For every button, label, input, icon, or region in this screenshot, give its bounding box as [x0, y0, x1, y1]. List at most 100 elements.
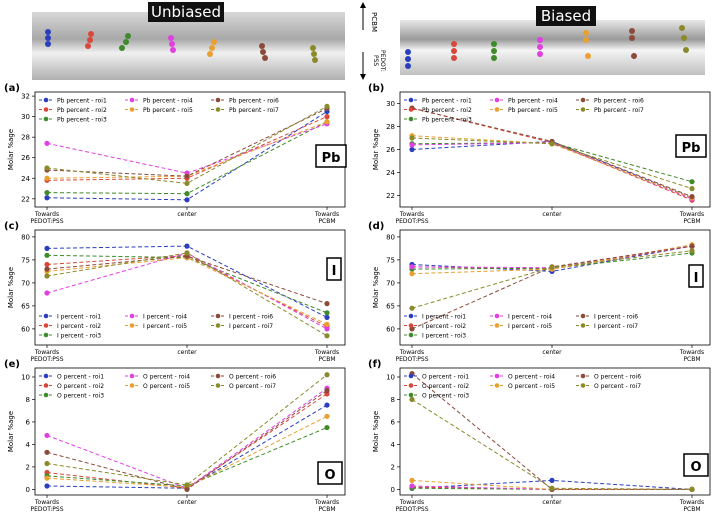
- legend-label: I percent - roi4: [143, 313, 187, 320]
- legend-label: Pb percent - roi6: [229, 97, 279, 104]
- title-box: [148, 2, 224, 22]
- panel-label: (d): [368, 221, 384, 232]
- x-tick-label: Towards PCBM: [679, 499, 705, 513]
- y-tick-label: 0: [391, 486, 395, 494]
- legend-label: Pb percent - roi2: [57, 107, 107, 114]
- data-point: [324, 103, 330, 109]
- legend-marker: [580, 97, 586, 103]
- y-tick-label: 2: [391, 463, 395, 471]
- element-box: [315, 144, 347, 168]
- data-point: [689, 243, 695, 249]
- legend-label: Pb percent - roi5: [143, 107, 193, 114]
- plot-frame: [34, 229, 346, 346]
- element-box: [317, 461, 343, 485]
- data-point: [409, 396, 415, 403]
- legend-label: O percent - roi6: [594, 373, 641, 380]
- legend-marker: [215, 107, 221, 112]
- x-tick-label: center: [177, 349, 197, 356]
- y-tick-label: 24: [386, 169, 395, 177]
- y-tick-label: 60: [21, 325, 30, 333]
- y-tick-label: 75: [21, 256, 30, 264]
- legend-marker: [580, 383, 586, 388]
- element-label: O: [690, 460, 701, 475]
- data-point: [549, 477, 555, 483]
- series-line: [46, 252, 328, 337]
- series-line: [46, 390, 328, 490]
- y-axis-label: Molar %age: [7, 267, 15, 308]
- data-point: [324, 321, 330, 327]
- legend-marker: [408, 332, 414, 338]
- legend-marker: [129, 97, 135, 103]
- legend-marker: [215, 323, 221, 328]
- legend-label: O percent - roi2: [57, 383, 104, 390]
- legend-marker: [408, 97, 414, 103]
- y-tick-label: 0: [26, 486, 30, 494]
- series-line: [411, 373, 692, 490]
- legend-marker: [408, 107, 414, 112]
- data-point: [44, 266, 50, 272]
- legend-label: I percent - roi1: [57, 313, 101, 320]
- y-axis-label: Molar %age: [7, 129, 15, 170]
- y-tick-label: 26: [21, 154, 30, 162]
- data-point: [324, 314, 330, 320]
- data-point: [549, 485, 555, 491]
- x-tick-label: Towards PEDOT:PSS: [395, 349, 429, 363]
- y-tick-label: 80: [21, 233, 30, 241]
- y-tick-label: 80: [386, 233, 395, 241]
- element-label: O: [324, 468, 335, 483]
- y-tick-label: 70: [21, 279, 30, 287]
- data-point: [324, 387, 330, 394]
- series-line: [46, 257, 328, 325]
- x-tick-label: Towards PEDOT:PSS: [395, 499, 429, 513]
- legend-marker: [129, 373, 135, 379]
- legend-label: Pb percent - roi4: [508, 97, 558, 104]
- image-title: Biased: [541, 7, 591, 25]
- data-point: [409, 142, 415, 148]
- data-point: [689, 486, 695, 492]
- data-point: [324, 333, 330, 339]
- legend-label: I percent - roi4: [508, 313, 552, 320]
- panel: 0 2 4 6 8 10 (f) Molar %age O O percent - roi1 O p…: [368, 359, 711, 498]
- x-tick-label: Towards PCBM: [679, 349, 705, 363]
- legend-label: O percent - roi4: [508, 373, 555, 380]
- data-point: [44, 165, 50, 171]
- legend-marker: [580, 323, 586, 328]
- y-tick-label: 30: [386, 100, 395, 108]
- series-line: [411, 399, 693, 490]
- x-tick-label: center: [542, 211, 562, 218]
- series-line: [46, 393, 328, 489]
- x-tick-label: Towards PEDOT:PSS: [395, 211, 429, 225]
- legend-marker: [215, 373, 221, 379]
- legend-label: Pb percent - roi2: [422, 107, 472, 114]
- data-point: [689, 186, 695, 192]
- legend-label: O percent - roi1: [422, 373, 469, 380]
- panel: 22 24 26 28 30 32(a) Molar %age Pb Pb percent - …: [4, 83, 347, 210]
- legend-marker: [215, 97, 221, 103]
- plot-frame: [399, 367, 711, 496]
- legend-marker: [129, 323, 135, 328]
- legend-label: I percent - roi5: [143, 323, 187, 330]
- y-axis-label: Molar %age: [372, 267, 380, 308]
- data-point: [44, 195, 50, 201]
- x-tick-label: Towards PCBM: [314, 499, 340, 513]
- legend-label: Pb percent - roi6: [594, 97, 644, 104]
- y-tick-label: 10: [386, 373, 395, 381]
- y-axis-label: Molar %age: [7, 411, 15, 452]
- data-point: [44, 475, 50, 481]
- panel: 60 65 70 75 80(c) Molar %age I I percent - roi1…: [4, 221, 346, 348]
- series-line: [46, 105, 328, 184]
- legend-label: I percent - roi7: [229, 323, 273, 330]
- data-point: [324, 424, 330, 431]
- legend-label: O percent - roi6: [229, 373, 276, 380]
- data-point: [44, 252, 50, 258]
- series-line: [411, 142, 693, 183]
- series-line: [46, 404, 328, 489]
- y-tick-label: 6: [391, 418, 396, 426]
- legend-marker: [43, 107, 49, 112]
- data-point: [549, 264, 555, 270]
- data-point: [184, 173, 190, 179]
- legend-marker: [494, 383, 500, 388]
- legend-label: I percent - roi5: [508, 323, 552, 330]
- data-point: [324, 301, 330, 307]
